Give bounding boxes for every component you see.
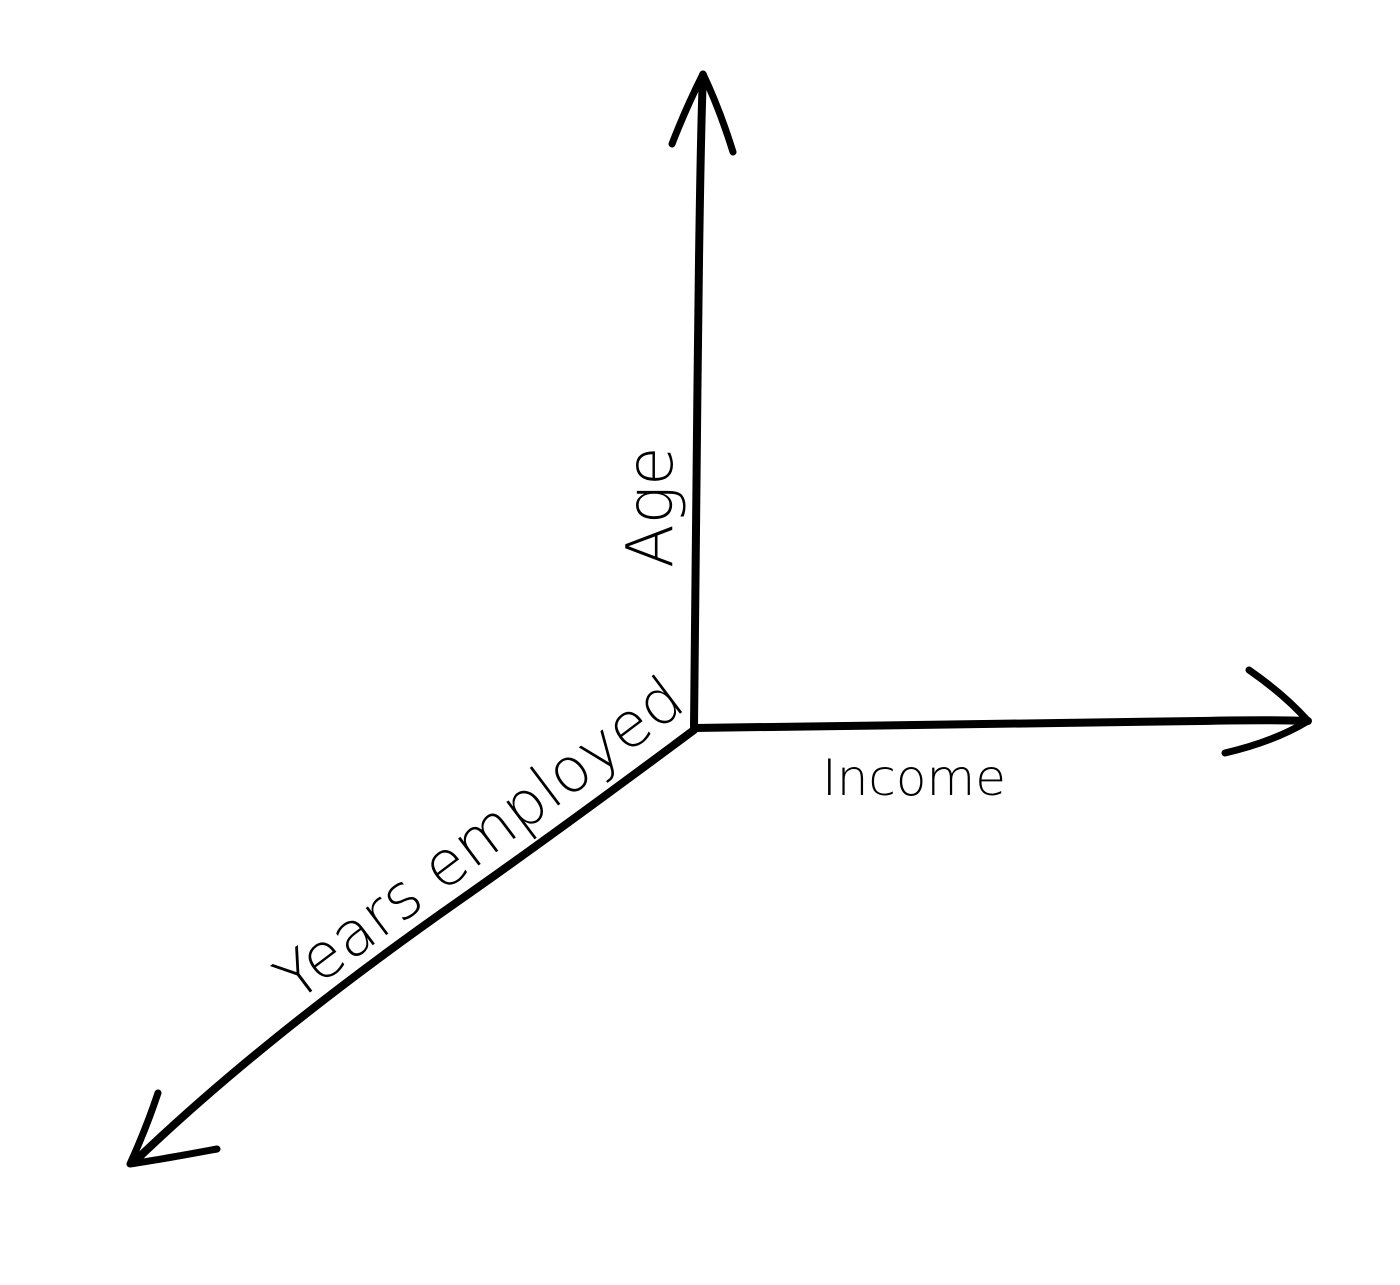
age-axis-label: Age [614, 446, 688, 568]
years-employed-axis-arrowhead [126, 1089, 221, 1168]
income-axis-label: Income [822, 749, 1006, 807]
years-employed-axis-label: Years employed [261, 661, 697, 1015]
years-employed-axis [126, 726, 698, 1168]
years-employed-axis-line [129, 726, 698, 1167]
income-axis [690, 666, 1312, 757]
age-axis-line [690, 71, 707, 730]
income-axis-line [690, 716, 1312, 732]
age-axis-arrowhead [668, 70, 737, 156]
income-axis-arrowhead [1221, 666, 1312, 757]
age-axis [668, 70, 737, 730]
